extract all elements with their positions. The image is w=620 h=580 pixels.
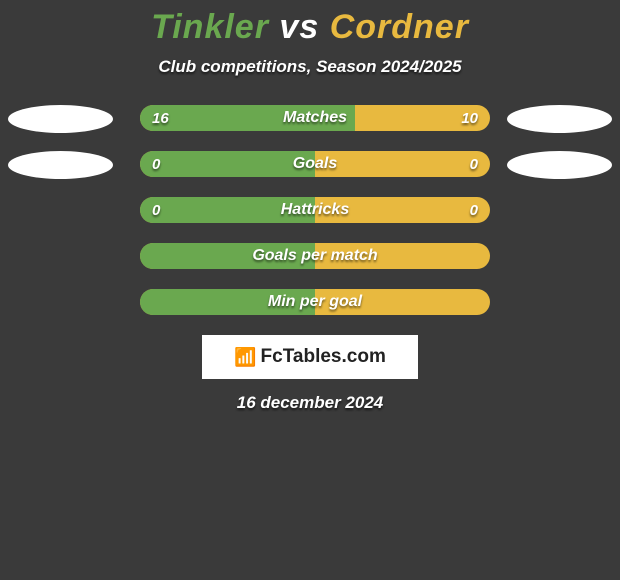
comparison-title: Tinkler vs Cordner [0, 8, 620, 47]
stat-row: 00Goals [0, 151, 620, 179]
chart-icon: 📶 [234, 347, 256, 368]
stat-bar: 00Goals [140, 151, 490, 177]
stat-bar: 1610Matches [140, 105, 490, 131]
player2-name: Cordner [330, 8, 469, 46]
subtitle: Club competitions, Season 2024/2025 [0, 57, 620, 77]
stat-label: Min per goal [140, 289, 490, 315]
stat-row: Min per goal [0, 289, 620, 317]
player2-badge [507, 151, 612, 179]
player1-badge [8, 105, 113, 133]
stat-bar: Min per goal [140, 289, 490, 315]
stat-bar: Goals per match [140, 243, 490, 269]
player1-name: Tinkler [151, 8, 269, 46]
logo-box: 📶 FcTables.com [202, 335, 418, 379]
stats-container: 1610Matches 00Goals 00Hattricks Goals per m… [0, 105, 620, 317]
stat-row: 1610Matches [0, 105, 620, 133]
stat-label: Hattricks [140, 197, 490, 223]
stat-label: Matches [140, 105, 490, 131]
stat-row: 00Hattricks [0, 197, 620, 225]
player2-badge [507, 105, 612, 133]
player1-badge [8, 151, 113, 179]
vs-text: vs [279, 8, 319, 46]
infographic-root: Tinkler vs Cordner Club competitions, Se… [0, 0, 620, 413]
stat-label: Goals per match [140, 243, 490, 269]
stat-label: Goals [140, 151, 490, 177]
date-text: 16 december 2024 [0, 393, 620, 413]
stat-bar: 00Hattricks [140, 197, 490, 223]
stat-row: Goals per match [0, 243, 620, 271]
logo-text: FcTables.com [261, 346, 386, 368]
